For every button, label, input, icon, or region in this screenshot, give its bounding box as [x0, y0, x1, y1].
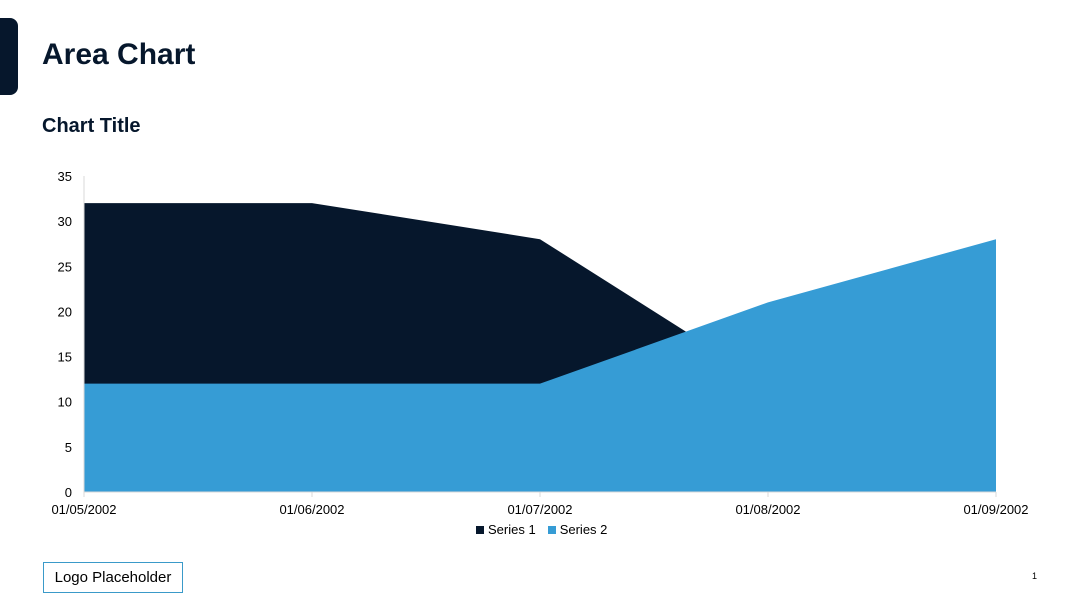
y-tick-label: 25 — [58, 259, 72, 274]
legend-item-series-2: Series 2 — [547, 522, 608, 537]
y-tick-label: 15 — [58, 350, 72, 365]
y-tick-label: 30 — [58, 214, 72, 229]
y-tick-label: 5 — [65, 440, 72, 455]
slide-title: Area Chart — [42, 38, 196, 71]
area-series-2 — [84, 239, 996, 492]
y-tick-label: 20 — [58, 304, 72, 319]
chart-legend: Series 1 Series 2 — [476, 522, 607, 537]
x-axis-ticks: 01/05/2002 01/06/2002 01/07/2002 01/08/2002… — [51, 492, 1029, 517]
legend-label-series-1: Series 1 — [488, 522, 536, 537]
legend-swatch-series-2 — [547, 525, 556, 534]
title-accent-tab — [0, 18, 18, 95]
chart-areas — [84, 203, 996, 493]
chart-title: Chart Title — [42, 115, 141, 137]
x-tick-label: 01/06/2002 — [279, 502, 344, 517]
y-axis-ticks: 0 5 10 15 20 25 30 35 — [58, 169, 72, 500]
page-number: 1 — [1032, 571, 1038, 581]
logo-placeholder: Logo Placeholder — [43, 562, 183, 593]
y-tick-label: 10 — [58, 395, 72, 410]
legend-swatch-series-1 — [476, 525, 484, 534]
x-tick-label: 01/05/2002 — [51, 502, 116, 517]
x-tick-label: 01/07/2002 — [507, 502, 572, 517]
legend-item-series-1: Series 1 — [476, 522, 536, 537]
y-tick-label: 0 — [65, 485, 72, 500]
y-tick-label: 35 — [58, 169, 72, 184]
x-tick-label: 01/08/2002 — [735, 502, 800, 517]
x-tick-label: 01/09/2002 — [963, 502, 1028, 517]
legend-label-series-2: Series 2 — [559, 522, 608, 537]
logo-placeholder-label: Logo Placeholder — [54, 569, 172, 586]
